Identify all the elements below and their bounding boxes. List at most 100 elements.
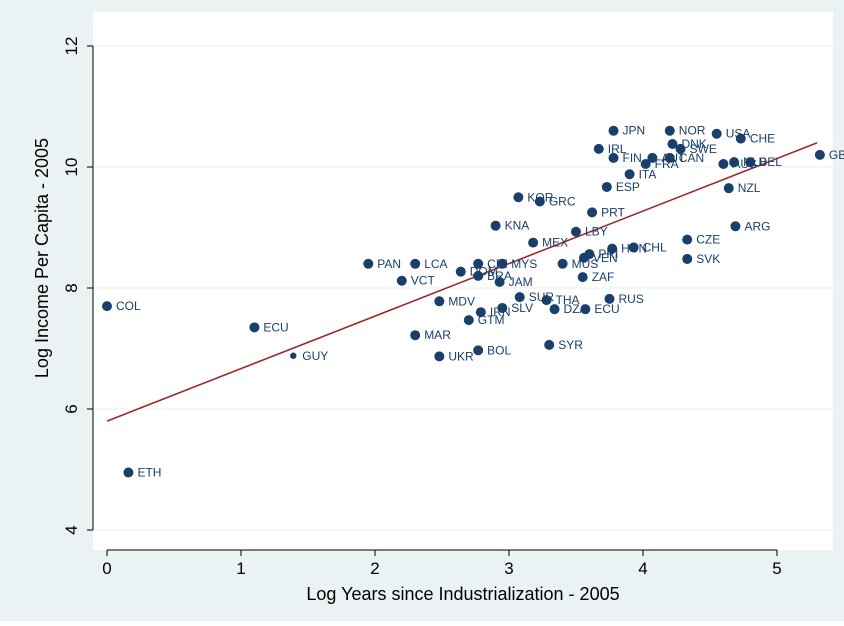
fit-line [106,142,818,422]
data-point [608,125,619,136]
point-label: KNA [505,219,530,233]
data-point [534,196,545,207]
data-point [290,352,297,359]
data-point [434,296,445,307]
y-tick-label: 4 [62,525,81,534]
data-point [745,157,756,168]
data-point [682,253,693,264]
point-label: ZAF [592,270,615,284]
point-label: SYR [558,338,583,352]
point-label: PRI [598,247,618,261]
x-tick-label: 2 [370,559,379,578]
data-point [601,181,612,192]
data-point [664,152,675,163]
data-point [494,276,505,287]
fit-line-group [106,142,818,422]
data-points [102,125,825,478]
point-label: JPN [623,124,646,138]
data-point [434,351,445,362]
point-label: CHE [750,132,775,146]
data-point [455,266,466,277]
data-point [490,220,501,231]
x-tick-label: 3 [504,559,513,578]
point-label: COL [116,299,141,313]
point-label: ITA [639,167,657,181]
data-point [593,143,604,154]
point-label: UKR [448,349,474,363]
data-point [528,237,539,248]
point-label: ETH [137,466,161,480]
point-label: BRA [487,269,512,283]
data-point [475,307,486,318]
data-point [473,345,484,356]
point-label: USA [726,127,751,141]
point-label: MDV [448,294,475,308]
data-point [730,221,741,232]
point-label: FRA [655,157,679,171]
point-label: SLV [511,301,533,315]
point-label: FIN [623,151,642,165]
point-label: MEX [542,236,568,250]
data-point [249,322,260,333]
x-tick-label: 1 [236,559,245,578]
point-label: SUR [529,290,555,304]
point-label: HUN [621,242,647,256]
data-point [640,158,651,169]
data-point [497,258,508,269]
point-label: MYS [511,257,537,271]
grid-lines [93,45,833,531]
data-point [497,302,508,313]
point-label: GRC [549,194,576,208]
data-point [711,128,722,139]
point-label: RUS [619,292,644,306]
data-point [123,467,134,478]
point-label: NZL [738,181,761,195]
data-point [513,192,524,203]
point-label: ECU [594,302,619,316]
data-point [607,243,618,254]
point-label: SWE [690,142,717,156]
point-label: THA [556,293,580,307]
data-point [541,295,552,306]
point-label: ARG [744,219,770,233]
point-label: BOL [487,343,511,357]
point-label: MUS [572,257,599,271]
point-label: IRN [490,305,511,319]
data-point [682,234,693,245]
point-label: DOM [470,265,498,279]
point-label: PRT [601,205,625,219]
point-label: BEL [759,155,782,169]
data-point [577,272,588,283]
data-point [102,301,112,312]
data-point [584,249,595,260]
data-point [667,139,678,150]
y-tick-label: 10 [62,158,81,177]
point-label: PAN [377,257,401,271]
data-point [735,133,746,144]
point-label: NLD [743,155,767,169]
data-point [624,169,635,180]
x-tick-label: 4 [638,559,647,578]
data-point [549,304,560,315]
point-label: CRI [487,257,508,271]
data-point [647,152,658,163]
point-label: GUY [302,349,328,363]
point-label: NOR [679,124,706,138]
data-point [604,293,615,304]
point-label: VEN [593,251,618,265]
data-point [544,339,555,350]
point-label: JAM [509,275,533,289]
data-point [473,270,484,281]
data-point [396,275,407,286]
point-label: SVK [696,252,720,266]
y-tick-label: 12 [62,37,81,56]
point-label: AUT [661,151,686,165]
x-tick-label: 0 [102,559,111,578]
data-point [410,330,421,341]
data-point [628,242,639,253]
y-axis-label: Log Income Per Capita - 2005 [32,138,52,378]
point-label: CAN [679,151,704,165]
point-label: CZE [696,233,720,247]
